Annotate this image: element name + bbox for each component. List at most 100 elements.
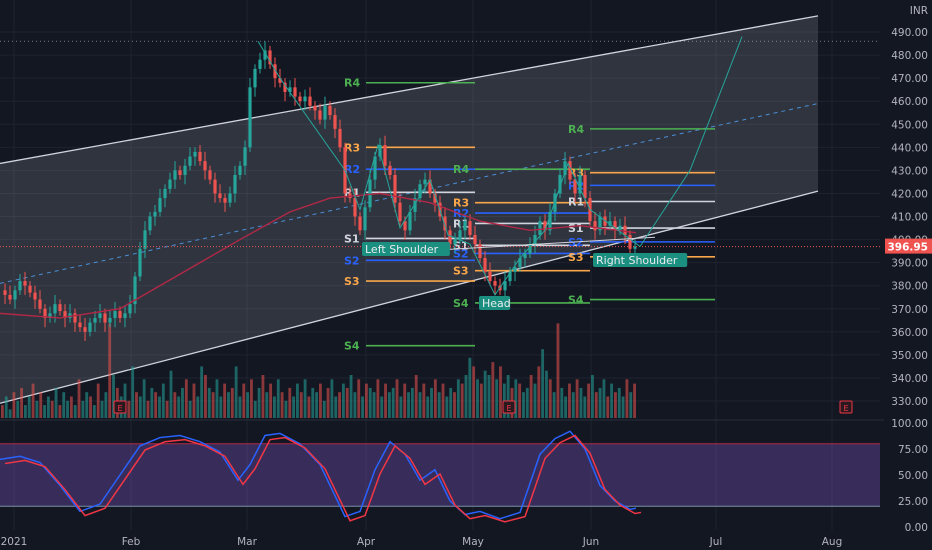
candle-body xyxy=(38,299,42,309)
candle-body xyxy=(228,193,232,203)
candle-body xyxy=(393,174,397,203)
pivot-label-s4: S4 xyxy=(453,297,469,310)
candle-body xyxy=(448,230,452,245)
pivot-label-s1: S1 xyxy=(568,222,584,235)
oscillator-tick-label: 100.00 xyxy=(891,418,928,430)
volume-bar xyxy=(422,383,426,418)
volume-bar xyxy=(568,383,571,418)
volume-bar xyxy=(188,400,192,418)
candle-body xyxy=(133,276,137,305)
volume-bar xyxy=(464,375,468,418)
candle-body xyxy=(8,294,12,300)
volume-bar xyxy=(142,379,146,418)
pivot-label-r4: R4 xyxy=(344,77,360,90)
volume-bar xyxy=(514,379,518,418)
volume-bar xyxy=(330,379,334,418)
volume-bar xyxy=(583,396,587,418)
right-shoulder-label: Right Shoulder xyxy=(596,254,678,267)
volume-bar xyxy=(625,379,629,418)
volume-bar xyxy=(58,405,62,418)
candle-body xyxy=(353,198,357,217)
price-tick-label: 370.00 xyxy=(891,304,928,316)
volume-bar xyxy=(564,396,568,418)
volume-bar xyxy=(89,396,92,418)
volume-bar xyxy=(384,383,387,418)
volume-bar xyxy=(483,370,487,418)
price-tick-label: 330.00 xyxy=(891,396,928,408)
candle-body xyxy=(568,161,572,180)
volume-bar xyxy=(591,375,594,418)
time-tick-label: Jul xyxy=(709,536,723,548)
volume-bar xyxy=(158,396,161,418)
candle-body xyxy=(123,313,127,318)
earnings-marker-label: E xyxy=(117,404,122,413)
volume-bar xyxy=(27,396,31,418)
volume-bar xyxy=(135,392,138,418)
annotation-labels: Left Shoulder Head Right Shoulder xyxy=(362,242,688,310)
volume-bar xyxy=(537,366,541,418)
volume-bar xyxy=(579,387,583,418)
volume-bar xyxy=(349,375,353,418)
volume-bar xyxy=(299,392,303,418)
candle-body xyxy=(483,258,487,272)
time-axis[interactable]: 2021 Feb Mar Apr May Jun Jul Aug xyxy=(1,536,843,548)
right-shoulder-label-box xyxy=(593,253,688,267)
candle-body xyxy=(518,258,522,268)
volume-bar xyxy=(16,400,20,418)
volume-bar xyxy=(92,405,96,418)
candle-body xyxy=(68,313,72,318)
channel-upper-line xyxy=(0,15,819,165)
candle-body xyxy=(383,145,387,166)
volume-bar xyxy=(468,357,472,418)
volume-bar xyxy=(571,392,575,418)
candle-body xyxy=(468,221,472,235)
volume-bar xyxy=(181,387,184,418)
time-tick-label: 2021 xyxy=(1,536,28,548)
candle-body xyxy=(433,193,437,203)
volume-bar xyxy=(96,383,100,418)
volume-bar xyxy=(242,383,246,418)
volume-bar xyxy=(345,387,349,418)
candle-body xyxy=(503,281,507,291)
volume-bar xyxy=(131,366,135,418)
candle-body xyxy=(253,68,257,88)
price-tick-label: 360.00 xyxy=(891,327,928,339)
candle-body xyxy=(283,82,287,92)
volume-bar xyxy=(108,323,112,418)
volume-bar xyxy=(50,400,54,418)
volume-bar xyxy=(54,387,58,418)
currency-label: INR xyxy=(910,5,928,17)
oscillator-tick-label: 50.00 xyxy=(898,470,928,482)
volume-bar xyxy=(62,392,66,418)
volume-bar xyxy=(495,379,499,418)
volume-bar xyxy=(395,379,399,418)
volume-bar xyxy=(403,383,407,418)
price-axis[interactable]: 490.00 480.00 470.00 460.00 450.00 440.00 430.… xyxy=(884,0,932,550)
volume-bar xyxy=(614,392,617,418)
pivot-label-r1: R1 xyxy=(568,196,584,209)
volume-bar xyxy=(150,387,154,418)
last-price-tag xyxy=(885,238,932,254)
candle-body xyxy=(73,313,77,323)
volume-bar xyxy=(43,405,46,418)
candle-body xyxy=(208,170,212,180)
volume-bar xyxy=(322,400,326,418)
volume-bar xyxy=(127,400,131,418)
candle-body xyxy=(583,174,587,199)
volume-bar xyxy=(453,392,456,418)
candle-body xyxy=(458,230,462,240)
volume-bar xyxy=(472,366,476,418)
volume-bar xyxy=(284,400,288,418)
candle-body xyxy=(278,78,282,83)
volume-bar xyxy=(227,392,230,418)
candle-body xyxy=(538,221,542,235)
candle-body xyxy=(573,179,577,194)
left-shoulder-label: Left Shoulder xyxy=(365,243,439,256)
candle-body xyxy=(608,221,612,226)
head-label: Head xyxy=(482,297,511,310)
volume-bar xyxy=(265,392,269,418)
candle-body xyxy=(103,313,107,323)
volume-bar xyxy=(165,400,169,418)
volume-bar xyxy=(357,379,361,418)
